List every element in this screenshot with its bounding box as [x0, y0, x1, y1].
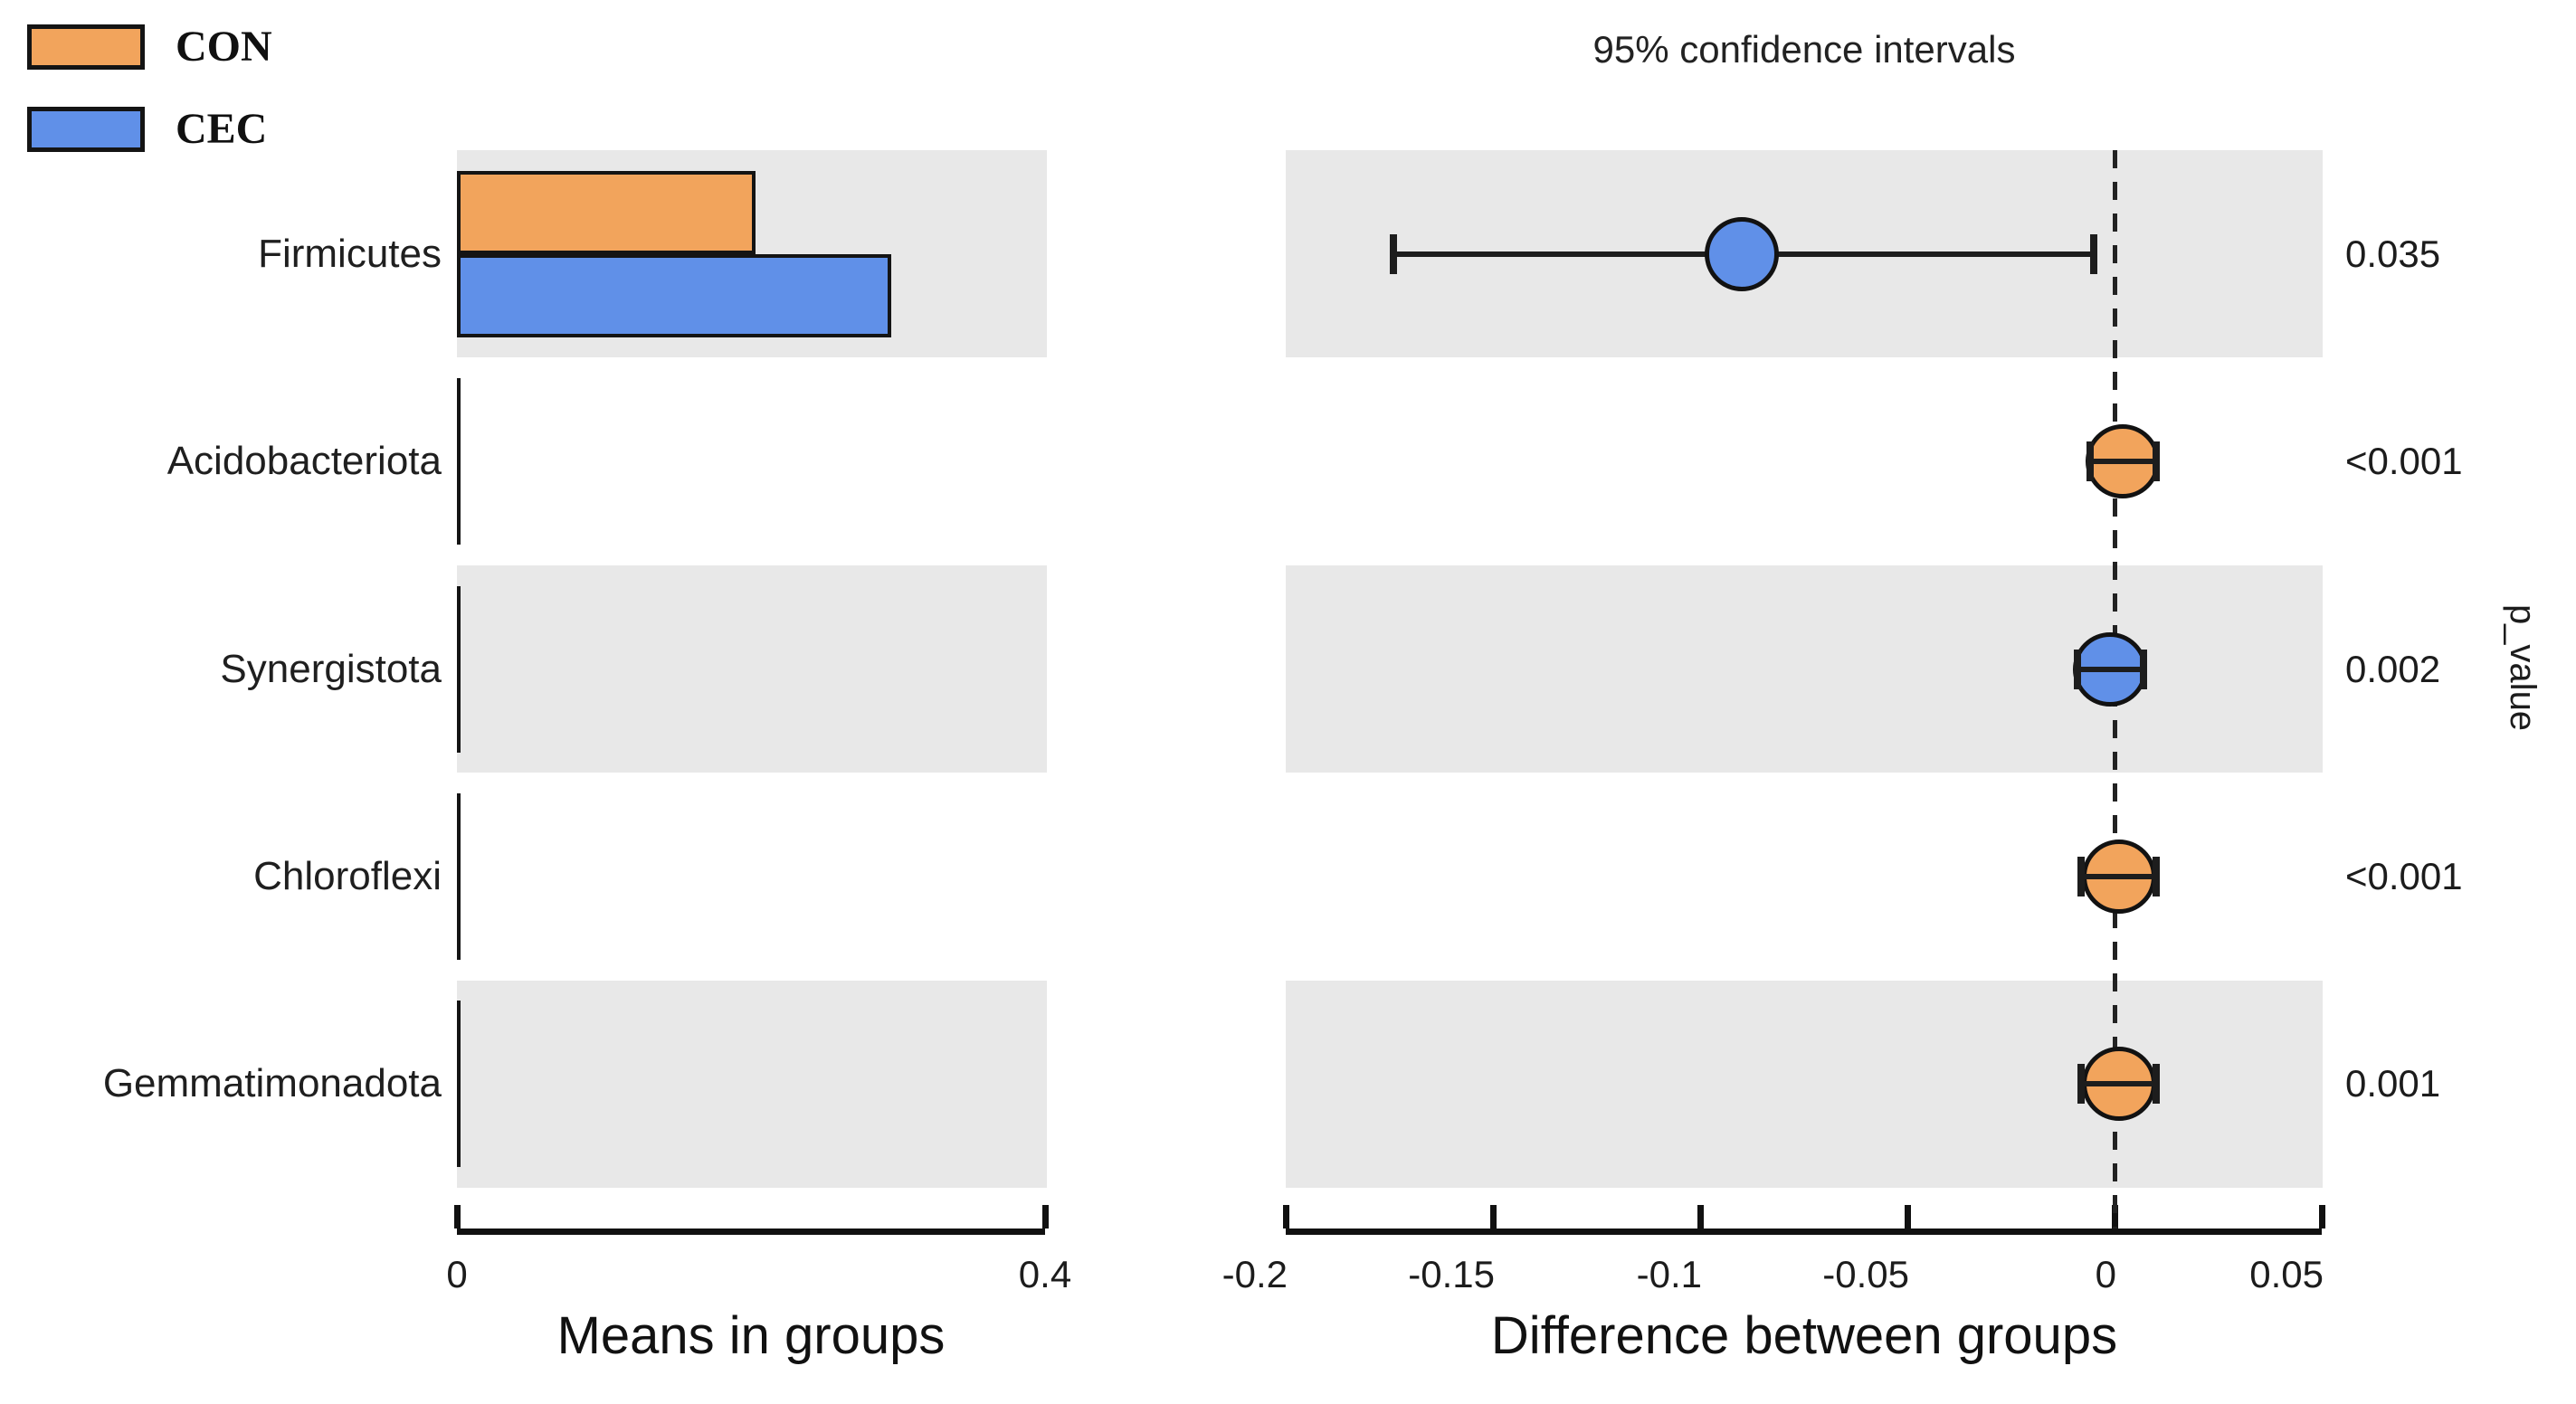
ci-cap-low — [2086, 441, 2094, 482]
p-value: <0.001 — [2345, 440, 2463, 483]
ci-cap-low — [2077, 856, 2086, 896]
mean-bar-con — [457, 585, 461, 669]
p-value-axis-label: p_value — [2503, 603, 2543, 732]
right-axis-tick-label: -0.1 — [1636, 1253, 1702, 1295]
left-axis-tick — [1041, 1205, 1049, 1228]
mean-bar-cec — [457, 461, 461, 545]
row-stripe-left — [457, 980, 1047, 1188]
right-axis-line — [1286, 1228, 2322, 1235]
mean-bar-cec — [457, 669, 461, 753]
mean-bar-con — [457, 378, 461, 462]
mean-bar-con — [457, 792, 461, 877]
legend-label-cec: CEC — [176, 105, 268, 153]
mean-bar-cec — [457, 253, 891, 337]
right-axis-tick-label: -0.05 — [1822, 1253, 1909, 1295]
left-axis-tick-label: 0.4 — [1018, 1253, 1072, 1295]
con-color-swatch — [27, 24, 145, 70]
row-label-chloroflexi: Chloroflexi — [253, 853, 442, 898]
mean-bar-con — [457, 1001, 461, 1085]
confidence-interval-header: 95% confidence intervals — [1592, 28, 2016, 71]
right-axis-tick — [1904, 1205, 1911, 1228]
right-axis-tick — [2318, 1205, 2325, 1228]
ci-cap-high — [2152, 1064, 2160, 1105]
right-axis-title: Difference between groups — [1490, 1306, 2118, 1365]
row-stripe-right — [1286, 564, 2323, 773]
row-stripe-right — [1286, 980, 2323, 1188]
ci-cap-high — [2140, 649, 2148, 689]
right-axis-tick-label: 0 — [2095, 1253, 2116, 1295]
legend-item-con: CON — [27, 24, 272, 70]
ci-line — [2089, 459, 2156, 465]
ci-cap-high — [2152, 856, 2160, 896]
right-axis-tick-label: 0.05 — [2249, 1253, 2324, 1295]
left-axis-tick — [453, 1205, 461, 1228]
right-axis-tick-label: -0.2 — [1221, 1253, 1288, 1295]
left-axis-line — [457, 1228, 1045, 1235]
ci-cap-high — [2152, 441, 2160, 482]
p-value: 0.001 — [2345, 1062, 2441, 1105]
legend-label-con: CON — [176, 23, 272, 71]
row-label-synergistota: Synergistota — [220, 646, 442, 691]
right-axis-tick — [1697, 1205, 1704, 1228]
mean-bar-con — [457, 170, 756, 254]
left-axis-tick-label: 0 — [446, 1253, 468, 1295]
difference-marker-cec — [1704, 216, 1779, 291]
cec-color-swatch — [27, 107, 145, 152]
mean-bar-cec — [457, 876, 461, 960]
row-stripe-left — [457, 564, 1047, 773]
p-value: <0.001 — [2345, 854, 2463, 897]
row-label-gemmatimonadota: Gemmatimonadota — [102, 1061, 442, 1106]
ci-cap-low — [2077, 1064, 2086, 1105]
p-value: 0.002 — [2345, 647, 2441, 690]
ci-line — [2081, 1081, 2156, 1087]
mean-bar-cec — [457, 1084, 461, 1168]
ci-line — [2077, 666, 2144, 672]
ci-cap-high — [2090, 233, 2098, 274]
right-axis-tick-label: -0.15 — [1408, 1253, 1495, 1295]
right-axis-tick — [1489, 1205, 1497, 1228]
ci-cap-low — [1390, 233, 1398, 274]
ci-line — [2081, 873, 2156, 879]
row-label-acidobacteriota: Acidobacteriota — [166, 439, 442, 484]
legend-item-cec: CEC — [27, 107, 267, 152]
ci-cap-low — [2073, 649, 2081, 689]
left-axis-title: Means in groups — [556, 1306, 946, 1365]
p-value: 0.035 — [2345, 232, 2441, 275]
row-label-firmicutes: Firmicutes — [258, 231, 442, 276]
right-axis-tick — [1282, 1205, 1289, 1228]
